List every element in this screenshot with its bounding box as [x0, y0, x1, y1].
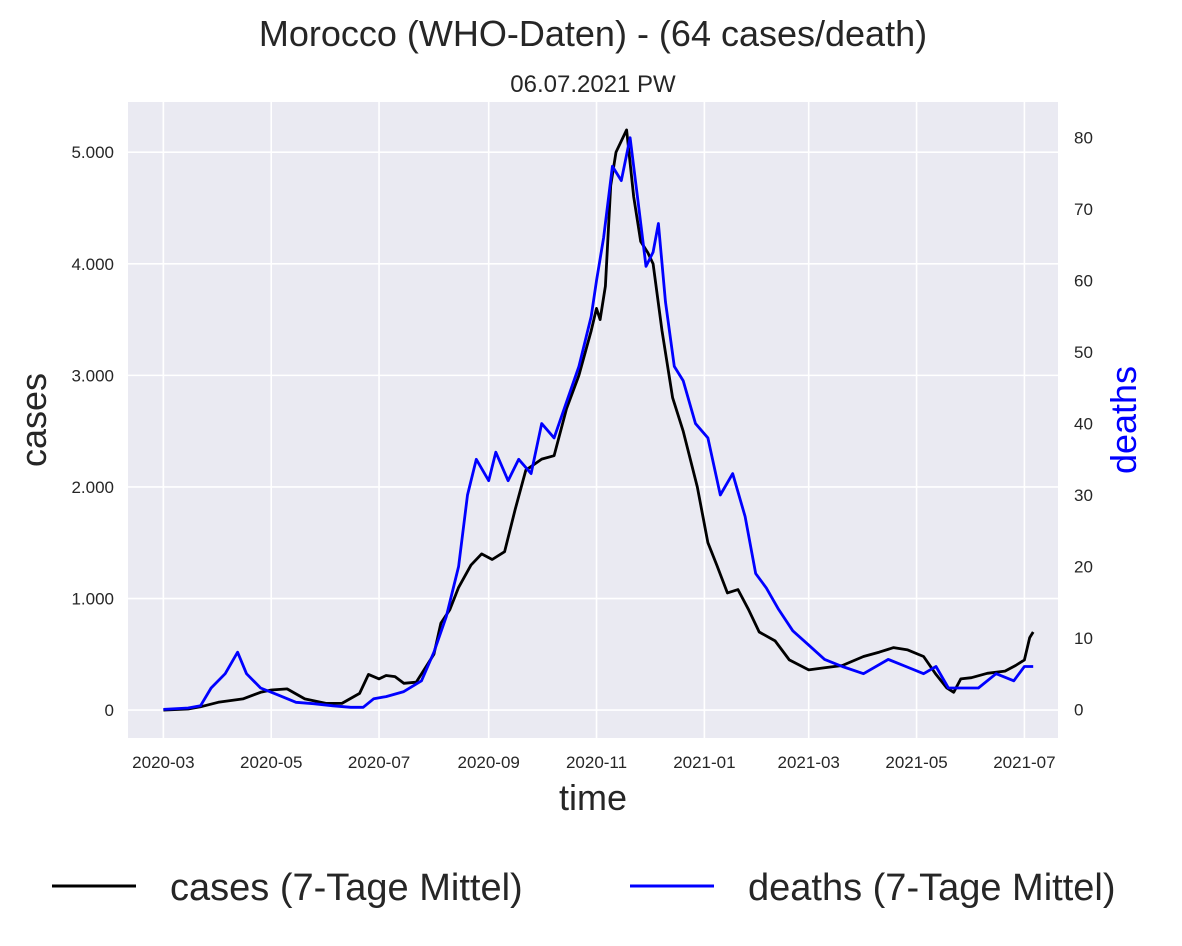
y-left-tick-label-0: 0 — [105, 701, 114, 720]
y-right-axis-label: deaths — [1103, 366, 1144, 474]
x-tick-label-8: 2021-07 — [993, 753, 1055, 772]
chart-subtitle: 06.07.2021 PW — [510, 71, 676, 98]
y-right-tick-label-0: 0 — [1074, 700, 1083, 719]
x-tick-label-1: 2020-05 — [240, 753, 302, 772]
y-right-tick-label-8: 80 — [1074, 129, 1093, 148]
y-left-tick-label-4: 4.000 — [71, 255, 114, 274]
plot-area — [128, 102, 1058, 738]
y-right-tick-label-2: 20 — [1074, 557, 1093, 576]
x-tick-labels: 2020-03 2020-05 2020-07 2020-09 2020-11 2021-… — [132, 753, 1055, 772]
x-tick-label-7: 2021-05 — [885, 753, 947, 772]
x-tick-label-6: 2021-03 — [778, 753, 840, 772]
y-left-tick-label-2: 2.000 — [71, 478, 114, 497]
legend-label-deaths: deaths (7-Tage Mittel) — [748, 867, 1116, 909]
y-right-tick-label-4: 40 — [1074, 415, 1093, 434]
x-tick-label-0: 2020-03 — [132, 753, 194, 772]
y-right-tick-labels: 0 10 20 30 40 50 60 70 80 — [1074, 129, 1093, 720]
y-left-tick-labels: 0 1.000 2.000 3.000 4.000 5.000 — [71, 143, 114, 720]
series-line-deaths — [163, 136, 1034, 711]
x-tick-label-2: 2020-07 — [348, 753, 410, 772]
x-tick-label-3: 2020-09 — [457, 753, 519, 772]
legend-label-cases: cases (7-Tage Mittel) — [170, 867, 523, 909]
y-right-tick-label-3: 30 — [1074, 486, 1093, 505]
grid-lines — [128, 102, 1058, 738]
y-left-tick-label-5: 5.000 — [71, 143, 114, 162]
chart-title: Morocco (WHO-Daten) - (64 cases/death) — [259, 13, 927, 54]
series-lines — [163, 128, 1035, 712]
legend: cases (7-Tage Mittel) deaths (7-Tage Mit… — [52, 867, 1116, 909]
y-right-tick-label-1: 10 — [1074, 629, 1093, 648]
x-tick-label-5: 2021-01 — [673, 753, 735, 772]
x-axis-label: time — [559, 777, 627, 818]
y-left-tick-label-3: 3.000 — [71, 366, 114, 385]
y-right-tick-label-7: 70 — [1074, 200, 1093, 219]
y-left-axis-label: cases — [13, 373, 54, 467]
y-left-tick-label-1: 1.000 — [71, 590, 114, 609]
y-right-tick-label-6: 60 — [1074, 272, 1093, 291]
y-right-tick-label-5: 50 — [1074, 343, 1093, 362]
x-tick-label-4: 2020-11 — [566, 753, 627, 772]
